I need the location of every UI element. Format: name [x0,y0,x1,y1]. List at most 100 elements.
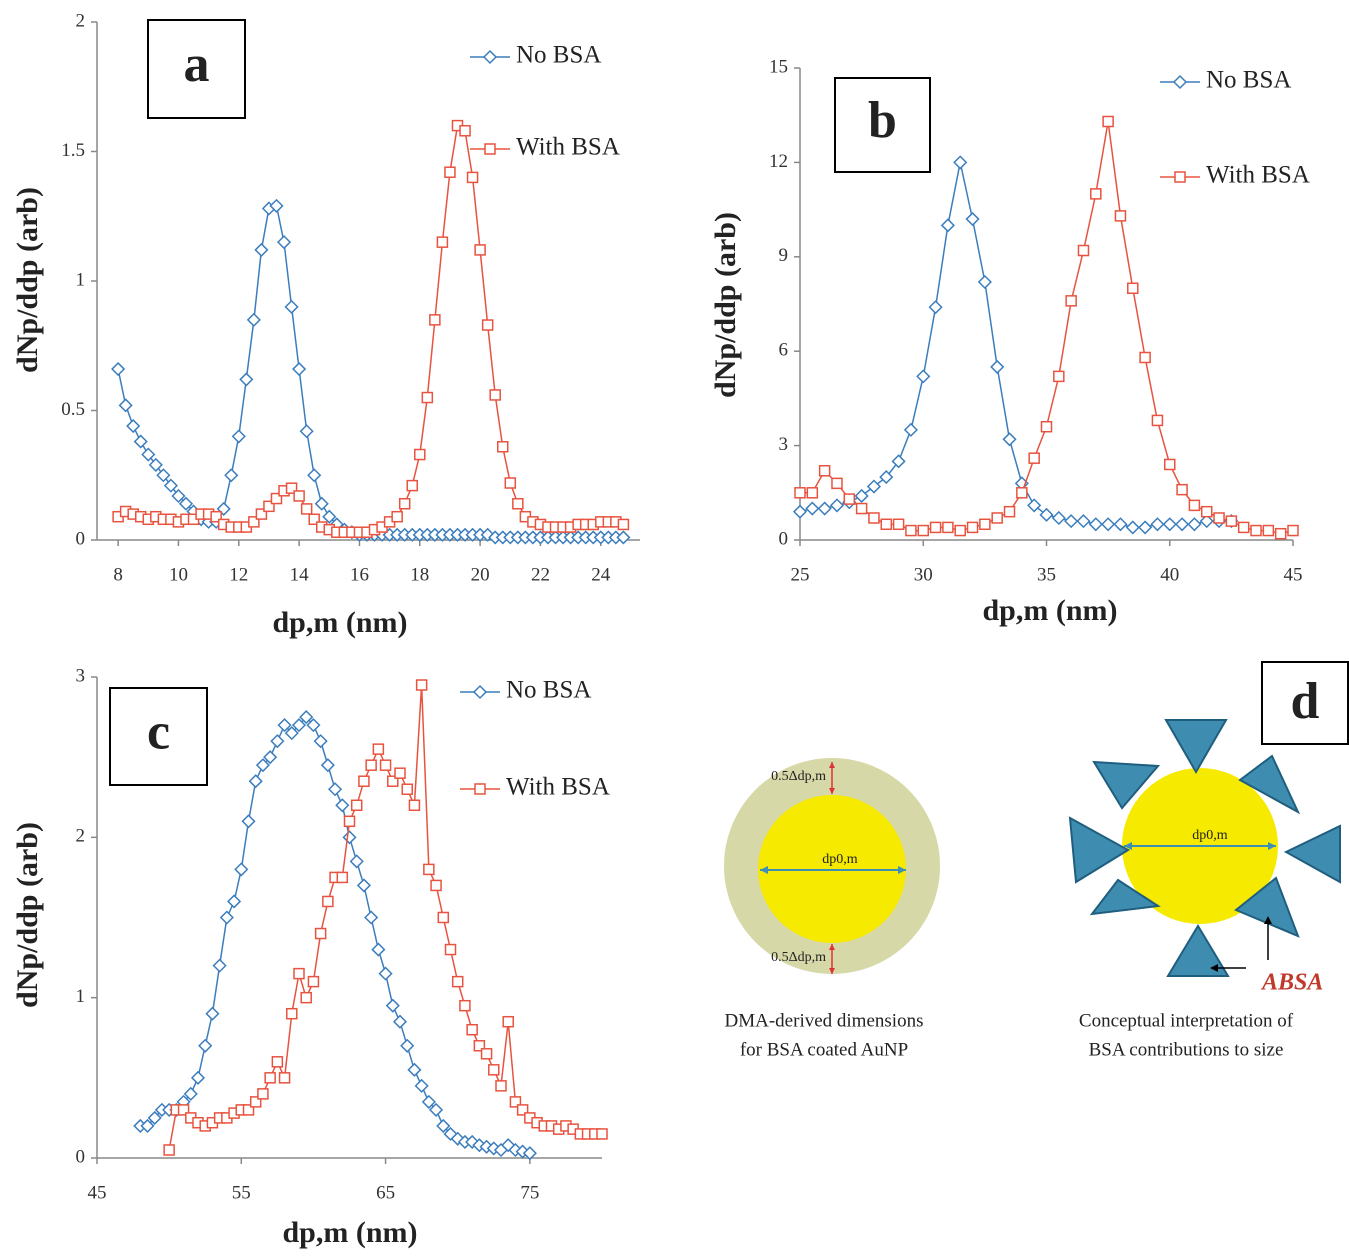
data-point [308,977,318,987]
data-point [308,469,320,481]
area-label: ABSA [1260,970,1323,996]
data-point [460,126,470,136]
data-point [206,1008,218,1020]
data-point [301,425,313,437]
data-point [225,469,237,481]
data-point [422,393,432,403]
x-tick-label: 24 [591,564,611,585]
data-point [844,494,854,504]
data-point [991,361,1003,373]
data-point [366,760,376,770]
data-point [906,526,916,536]
legend-marker [484,51,496,63]
y-tick-label: 0 [76,1146,86,1167]
data-point [294,491,304,501]
y-tick-label: 3 [76,665,86,686]
data-point [431,880,441,890]
data-point [806,503,818,515]
x-tick-label: 14 [290,564,310,585]
y-tick-label: 0.5 [61,399,85,420]
data-point [301,993,311,1003]
data-point [1017,488,1027,498]
data-point [503,1017,513,1027]
shell-label: 0.5Δdp,m [771,769,826,784]
data-point [395,768,405,778]
legend-marker [485,144,495,154]
data-point [316,929,326,939]
data-point [930,301,942,313]
data-point [942,219,954,231]
data-point [1054,371,1064,381]
x-tick-label: 35 [1037,564,1056,585]
legend-label: With BSA [1206,162,1310,189]
data-point [918,526,928,536]
data-point [955,526,965,536]
data-point [1151,518,1163,530]
data-point [979,276,991,288]
data-point [233,430,245,442]
x-tick-label: 10 [169,564,188,585]
data-point [917,370,929,382]
data-point [165,480,177,492]
data-point [424,864,434,874]
x-tick-label: 75 [520,1182,539,1203]
data-point [415,450,425,460]
data-point [1177,485,1187,495]
data-point [408,1064,420,1076]
data-point [1202,507,1212,517]
data-point [392,512,402,522]
data-point [381,760,391,770]
data-point [445,167,455,177]
data-point [881,519,891,529]
data-point [417,680,427,690]
data-point [807,488,817,498]
data-point [409,800,419,810]
legend-marker [1174,76,1186,88]
chart-panel: 00.511.5281012141618202224No BSAWith BSA… [11,10,640,639]
data-point [199,1040,211,1052]
data-point [1091,189,1101,199]
x-tick-label: 45 [88,1182,107,1203]
data-point [1176,518,1188,530]
data-point [286,301,298,313]
data-point [302,504,312,514]
series-line [800,162,1231,527]
panel-label: b [868,92,897,149]
data-point [831,499,843,511]
core-label: dp0,m [1192,828,1228,843]
x-tick-label: 55 [232,1182,251,1203]
series-line [169,685,602,1150]
data-point [120,399,132,411]
data-point [1239,522,1249,532]
data-point [1041,509,1053,521]
data-point [1214,513,1224,523]
data-point [278,236,290,248]
data-point [513,499,523,509]
legend-label: No BSA [1206,67,1291,94]
panel-label: c [147,703,170,760]
data-point [293,363,305,375]
data-point [438,913,448,923]
data-point [618,519,628,529]
data-point [221,912,233,924]
data-point [1078,246,1088,256]
data-point [401,1040,413,1052]
data-point [271,735,283,747]
data-point [1128,283,1138,293]
data-point [1053,512,1065,524]
data-point [255,244,267,256]
y-axis-title: dNp/ddp (arb) [11,187,44,373]
shell-label: 0.5Δdp,m [771,950,826,965]
data-point [931,522,941,532]
legend-label: With BSA [516,134,620,161]
data-point [127,420,139,432]
data-point [869,513,879,523]
y-tick-label: 6 [779,340,789,361]
data-point [359,776,369,786]
legend-marker [474,686,486,698]
data-point [157,469,169,481]
data-point [235,863,247,875]
x-tick-label: 40 [1160,564,1179,585]
data-point [352,800,362,810]
